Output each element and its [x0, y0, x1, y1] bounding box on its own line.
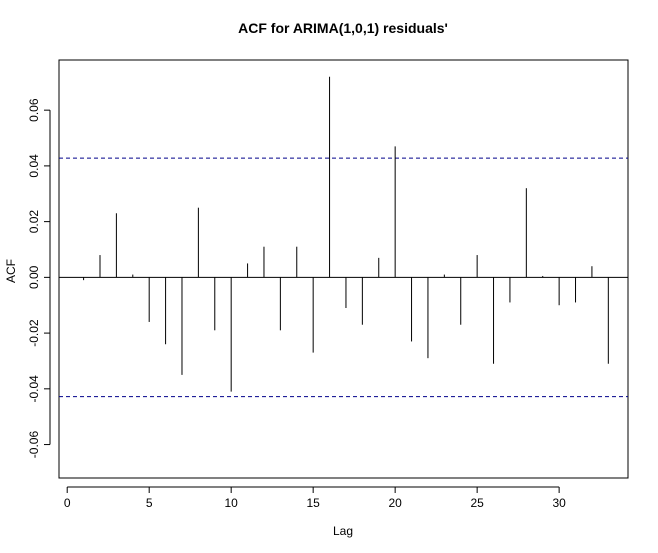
x-axis-label: Lag — [333, 524, 353, 538]
plot-area — [58, 59, 629, 479]
x-tick-label-25: 25 — [470, 496, 484, 510]
x-tick-label-30: 30 — [552, 496, 566, 510]
chart-title: ACF for ARIMA(1,0,1) residuals' — [238, 20, 448, 36]
x-tick-label-10: 10 — [224, 496, 238, 510]
x-tick-label-0: 0 — [64, 496, 71, 510]
plot-frame — [58, 59, 629, 479]
axes: 0 5 10 15 20 25 30 -0.06 -0.04 -0.02 0.00 0.02 0.04 0… — [27, 98, 566, 510]
y-tick-label-1: -0.04 — [27, 375, 41, 403]
y-tick-label-6: 0.06 — [27, 98, 41, 122]
x-tick-label-15: 15 — [306, 496, 320, 510]
y-tick-label-4: 0.02 — [27, 210, 41, 234]
y-tick-label-2: -0.02 — [27, 319, 41, 347]
y-axis-label: ACF — [4, 259, 18, 283]
y-tick-label-5: 0.04 — [27, 154, 41, 178]
y-tick-label-0: -0.06 — [27, 431, 41, 459]
x-tick-label-20: 20 — [388, 496, 402, 510]
y-tick-label-3: 0.00 — [27, 265, 41, 289]
x-tick-label-5: 5 — [146, 496, 153, 510]
